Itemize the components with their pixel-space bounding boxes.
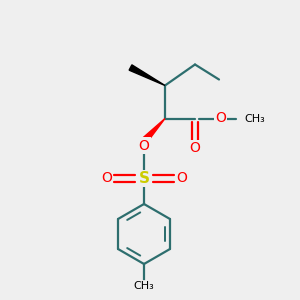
Text: CH₃: CH₃ xyxy=(244,113,265,124)
Text: O: O xyxy=(101,172,112,185)
Text: O: O xyxy=(139,139,149,152)
Text: O: O xyxy=(190,142,200,155)
Bar xyxy=(136,170,152,187)
Text: S: S xyxy=(139,171,149,186)
Text: O: O xyxy=(176,172,187,185)
Text: CH₃: CH₃ xyxy=(134,281,154,291)
Polygon shape xyxy=(143,118,165,142)
Text: O: O xyxy=(215,112,226,125)
Polygon shape xyxy=(129,65,165,85)
